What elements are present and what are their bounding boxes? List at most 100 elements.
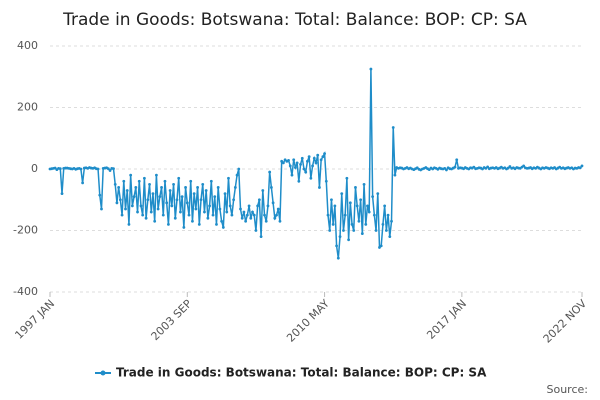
point <box>376 192 380 196</box>
point <box>254 229 258 232</box>
point <box>125 189 129 192</box>
y-tick-label: -200 <box>13 224 38 237</box>
point <box>108 169 112 172</box>
point <box>163 179 167 183</box>
point <box>144 216 148 220</box>
point <box>141 213 145 217</box>
point <box>271 201 275 205</box>
point <box>367 210 371 214</box>
point <box>393 173 397 177</box>
point <box>383 204 387 208</box>
point <box>330 198 333 202</box>
x-tick-label: 1997 JAN <box>12 297 57 342</box>
point <box>158 195 162 199</box>
point <box>299 162 302 166</box>
point <box>278 219 282 223</box>
point <box>352 229 356 232</box>
point <box>209 179 213 183</box>
point <box>360 232 364 235</box>
point <box>275 213 278 217</box>
point <box>292 158 296 162</box>
point <box>359 198 363 202</box>
point <box>318 186 321 189</box>
point <box>244 219 248 223</box>
point <box>306 159 309 163</box>
point <box>290 173 294 177</box>
point <box>372 213 376 217</box>
point <box>522 164 526 168</box>
point <box>343 213 347 217</box>
point <box>261 189 265 192</box>
point <box>323 152 326 156</box>
point <box>390 219 393 223</box>
point <box>345 176 349 180</box>
point <box>235 173 239 177</box>
point <box>335 244 338 248</box>
point <box>225 210 229 214</box>
point <box>161 213 165 217</box>
y-tick-label: -400 <box>13 285 38 298</box>
point <box>204 189 208 192</box>
point <box>338 235 342 239</box>
point <box>189 179 193 183</box>
point <box>187 213 191 217</box>
point <box>342 229 345 232</box>
point <box>173 216 177 220</box>
point <box>177 176 181 180</box>
point <box>194 207 198 211</box>
x-tick-label: 2022 NOV <box>541 297 590 346</box>
point <box>203 210 206 214</box>
point <box>170 204 174 208</box>
point <box>127 222 131 226</box>
point <box>309 176 313 180</box>
point <box>314 161 318 165</box>
point <box>132 195 136 199</box>
point <box>321 155 325 159</box>
point <box>578 166 582 170</box>
point <box>350 222 354 226</box>
point <box>251 210 254 214</box>
point <box>211 213 215 217</box>
point <box>239 207 242 211</box>
point <box>120 213 124 217</box>
point <box>172 182 175 186</box>
point <box>297 179 301 183</box>
point <box>445 168 448 172</box>
point <box>369 67 373 71</box>
point <box>328 229 332 232</box>
point <box>266 204 270 208</box>
point <box>165 201 169 205</box>
point <box>324 179 328 183</box>
legend-marker <box>100 370 106 376</box>
point <box>148 182 151 186</box>
chart-title: Trade in Goods: Botswana: Total: Balance… <box>62 10 527 30</box>
point <box>146 198 150 202</box>
point <box>156 207 160 211</box>
point <box>232 198 236 202</box>
point <box>167 222 170 226</box>
point <box>316 153 320 157</box>
point <box>508 165 512 168</box>
point <box>453 165 457 169</box>
y-tick-label: 400 <box>17 39 38 52</box>
point <box>269 186 273 189</box>
point <box>249 216 253 220</box>
x-tick-label: 2003 SEP <box>149 297 195 343</box>
point <box>336 256 340 260</box>
point <box>276 207 280 211</box>
point <box>227 176 230 180</box>
point <box>386 213 390 217</box>
point <box>129 173 133 177</box>
point <box>245 213 249 217</box>
point <box>149 210 153 214</box>
point <box>371 195 375 199</box>
point <box>192 192 196 196</box>
point <box>486 165 490 169</box>
point <box>302 167 306 171</box>
point <box>240 216 244 220</box>
point <box>273 216 277 220</box>
point <box>287 158 290 162</box>
point <box>331 222 335 226</box>
source: Source: <box>547 383 589 396</box>
